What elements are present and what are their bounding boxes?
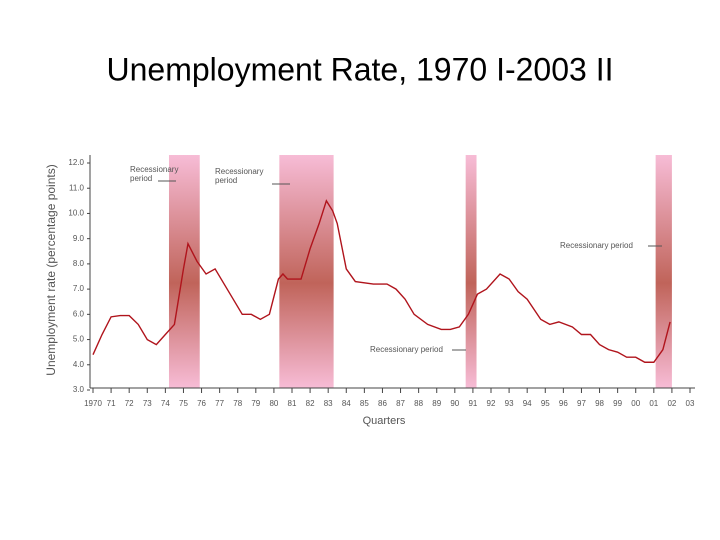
x-tick-label: 03 (686, 399, 695, 408)
y-tick-label: 7.0 (73, 284, 85, 293)
x-tick-label: 89 (432, 399, 441, 408)
x-axis-label: Quarters (363, 415, 406, 427)
x-tick-label: 01 (649, 399, 658, 408)
chart-title: Unemployment Rate, 1970 I-2003 II (107, 51, 614, 87)
y-tick-label: 11.0 (69, 183, 85, 192)
x-tick-label: 80 (269, 399, 278, 408)
annotation: Recessionary period (370, 345, 443, 354)
x-tick-label: 86 (378, 399, 387, 408)
x-tick-label: 81 (288, 399, 297, 408)
x-tick-label: 75 (179, 399, 188, 408)
x-tick-label: 76 (197, 399, 206, 408)
x-tick-label: 02 (667, 399, 676, 408)
x-tick-label: 72 (125, 399, 134, 408)
x-tick-label: 87 (396, 399, 405, 408)
x-tick-label: 1970 (84, 399, 102, 408)
x-tick-label: 90 (450, 399, 459, 408)
y-tick-label: 10.0 (68, 209, 84, 218)
x-tick-label: 92 (487, 399, 496, 408)
y-axis-label: Unemployment rate (percentage points) (44, 164, 58, 375)
line (92, 199, 671, 363)
y-tick-label: 6.0 (73, 309, 85, 318)
y-tick-label: 4.0 (73, 360, 85, 369)
x-tick-label: 95 (541, 399, 550, 408)
y-tick-label: 8.0 (73, 259, 85, 268)
x-tick-label: 91 (468, 399, 477, 408)
annotation: Recessionary period (560, 241, 633, 250)
x-tick-label: 85 (360, 399, 369, 408)
annotation: period (130, 174, 152, 183)
annotation: Recessionary (215, 167, 263, 176)
annotation: period (215, 176, 237, 185)
recession-band (168, 155, 200, 388)
x-tick-label: 84 (342, 399, 351, 408)
x-tick-label: 77 (215, 399, 224, 408)
x-tick-label: 79 (251, 399, 260, 408)
x-tick-label: 93 (505, 399, 514, 408)
x-tick-label: 73 (143, 399, 152, 408)
y-tick-label: 12.0 (68, 158, 84, 167)
recession-band (279, 155, 334, 388)
y-tick-label: 9.0 (73, 234, 85, 243)
x-tick-label: 99 (613, 399, 622, 408)
x-tick-label: 96 (559, 399, 568, 408)
x-tick-label: 74 (161, 399, 170, 408)
recession-band (655, 155, 672, 388)
x-tick-label: 00 (631, 399, 640, 408)
y-tick-label: 3.0 (73, 385, 85, 394)
x-tick-label: 71 (107, 399, 116, 408)
x-tick-label: 83 (324, 399, 333, 408)
x-tick-label: 97 (577, 399, 586, 408)
x-tick-label: 98 (595, 399, 604, 408)
x-tick-label: 88 (414, 399, 423, 408)
x-tick-label: 94 (523, 399, 532, 408)
recession-band (465, 155, 477, 388)
y-tick-label: 5.0 (73, 335, 85, 344)
x-tick-label: 78 (233, 399, 242, 408)
annotation: Recessionary (130, 165, 178, 174)
x-tick-label: 82 (306, 399, 315, 408)
